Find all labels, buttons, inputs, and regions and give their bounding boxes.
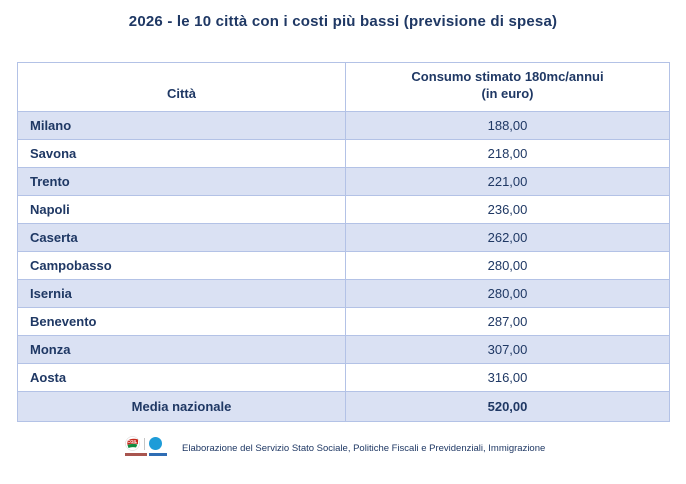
page-title: 2026 - le 10 città con i costi più bassi… [128,13,558,30]
value-cell: 280,00 [345,251,670,280]
source-attribution: CGIL Elaborazione del Servizio Stato Soc… [125,436,545,456]
column-header-city: Città [17,62,346,112]
table-body: Milano 188,00 Savona 218,00 Trento 221,00 Napo… [17,111,670,392]
blue-circle-icon [149,437,162,450]
table-row: Napoli 236,00 [17,195,670,224]
value-cell: 262,00 [345,223,670,252]
table-row: Isernia 280,00 [17,279,670,308]
header-row: Città Consumo stimato 180mc/annui (in eu… [17,62,670,112]
cgil-logo: CGIL [125,436,173,456]
city-cell: Campobasso [17,251,346,280]
value-cell: 316,00 [345,363,670,392]
table-row: Aosta 316,00 [17,363,670,392]
value-cell: 221,00 [345,167,670,196]
value-cell: 218,00 [345,139,670,168]
city-cell: Milano [17,111,346,140]
summary-row: Media nazionale 520,00 [17,391,670,422]
logo-subtext [125,453,173,456]
city-cell: Aosta [17,363,346,392]
value-cell: 287,00 [345,307,670,336]
city-cell: Isernia [17,279,346,308]
value-cell: 307,00 [345,335,670,364]
value-cell: 280,00 [345,279,670,308]
source-text: Elaborazione del Servizio Stato Sociale,… [182,443,546,454]
city-cell: Napoli [17,195,346,224]
city-cell: Monza [17,335,346,364]
svg-text:CGIL: CGIL [127,439,137,444]
value-cell: 188,00 [345,111,670,140]
city-cell: Caserta [17,223,346,252]
summary-label-cell: Media nazionale [17,391,346,422]
cgil-emblem-icon: CGIL [125,436,140,451]
summary-value-cell: 520,00 [345,391,670,422]
city-cell: Savona [17,139,346,168]
city-cell: Benevento [17,307,346,336]
table-row: Caserta 262,00 [17,223,670,252]
logo-divider [144,437,145,450]
data-table: Città Consumo stimato 180mc/annui (in eu… [17,62,670,422]
table-row: Benevento 287,00 [17,307,670,336]
table-row: Savona 218,00 [17,139,670,168]
city-cell: Trento [17,167,346,196]
table-row: Monza 307,00 [17,335,670,364]
table-row: Campobasso 280,00 [17,251,670,280]
table-row: Trento 221,00 [17,167,670,196]
column-header-consumption: Consumo stimato 180mc/annui (in euro) [345,62,670,112]
value-cell: 236,00 [345,195,670,224]
table-row: Milano 188,00 [17,111,670,140]
